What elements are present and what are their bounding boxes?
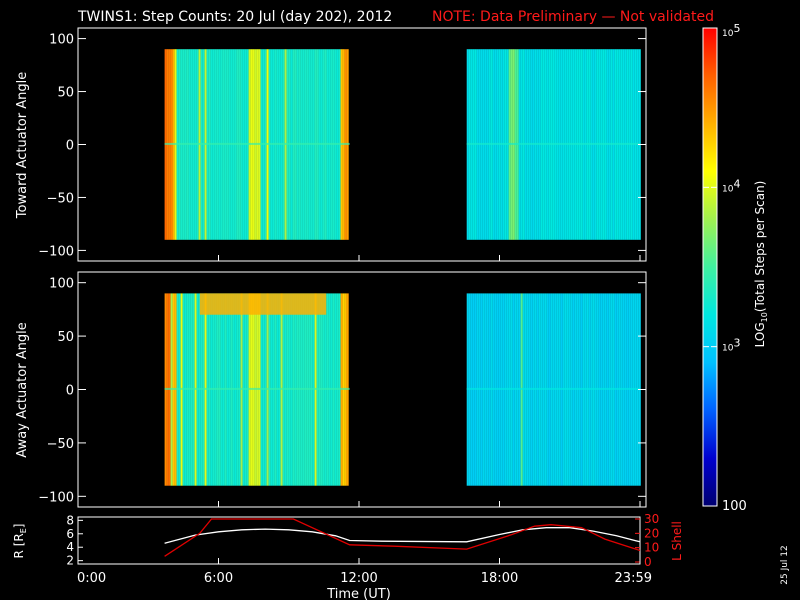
away-ytick-label: −50 — [47, 437, 74, 452]
orbit-radius-line — [164, 527, 641, 544]
panel-toward-heatmap — [164, 49, 641, 240]
orbit-xtick-label: 0:00 — [77, 571, 106, 586]
panel-toward-y-ticks: 100 50 0 −50 −100 — [38, 33, 646, 261]
colorbar-tick-exp: 5 — [733, 22, 740, 35]
away-ytick-label: 50 — [57, 330, 74, 345]
panel-away-heatmap — [164, 293, 641, 486]
colorbar-tick-base: 10 — [722, 344, 734, 354]
orbit-lshell-line — [164, 518, 641, 557]
colorbar-label-sub: 10 — [760, 312, 769, 322]
toward-zero-seam — [164, 142, 350, 145]
orbit-left-ytick-label: 8 — [66, 513, 74, 527]
orbit-right-ytick-label: 30 — [644, 512, 659, 526]
toward-ytick-label: 50 — [57, 86, 74, 101]
orbit-left-ytick-label: 6 — [66, 527, 74, 541]
orbit-left-ylabel-sub: E — [19, 528, 28, 533]
orbit-xtick-label: 18:00 — [481, 571, 518, 586]
colorbar-tick-base: 10 — [722, 29, 734, 39]
orbit-right-ytick-label: 20 — [644, 526, 659, 540]
colorbar-tick-label: 105 — [722, 22, 740, 39]
orbit-left-ylabel: R [RE] — [12, 524, 28, 559]
panel-away-y-ticks: 100 50 0 −50 −100 — [38, 277, 646, 507]
x-axis-label: Time (UT) — [326, 587, 391, 600]
orbit-xtick-label: 23:59 — [615, 571, 652, 586]
colorbar-tick-label: 103 — [722, 337, 740, 354]
orbit-left-ytick-label: 2 — [66, 554, 74, 568]
away-ytick-label: 100 — [49, 277, 74, 292]
away-hot-band — [199, 293, 327, 315]
orbit-left-ylabel-close: ] — [12, 524, 26, 529]
data-note: NOTE: Data Preliminary — Not validated — [432, 9, 714, 25]
orbit-right-ytick-label: 0 — [644, 555, 652, 569]
toward-ytick-label: 0 — [66, 139, 74, 154]
toward-ytick-label: −50 — [47, 191, 74, 206]
colorbar-gradient — [702, 27, 718, 507]
panel-toward-ylabel: Toward Actuator Angle — [15, 72, 30, 219]
panel-away-ylabel: Away Actuator Angle — [15, 322, 30, 457]
toward-zero-seam — [466, 142, 640, 145]
orbit-left-ylabel-main: R [R — [12, 533, 26, 558]
colorbar-tick-exp: 3 — [733, 337, 740, 350]
colorbar-tick-label: 100 — [722, 499, 747, 514]
side-date: 25 Jul 12 — [780, 545, 790, 585]
colorbar-tick-exp: 4 — [733, 177, 740, 190]
toward-ytick-label: 100 — [49, 33, 74, 48]
panel-away: 100 50 0 −50 −100 Away Actuator Angle — [15, 271, 647, 508]
panel-orbit-lines — [164, 518, 641, 557]
away-zero-seam — [466, 387, 640, 390]
colorbar-tick-label: 104 — [722, 177, 740, 194]
chart-title: TWINS1: Step Counts: 20 Jul (day 202), 2… — [77, 9, 392, 25]
colorbar-label-rest: (Total Steps per Scan) — [753, 181, 767, 313]
away-zero-seam — [164, 387, 350, 390]
colorbar-tick-base: 100 — [722, 499, 747, 514]
orbit-right-ylabel: L Shell — [670, 521, 684, 561]
away-ytick-label: 0 — [66, 384, 74, 399]
panel-toward: 100 50 0 −50 −100 Toward Actuator Angle — [15, 27, 647, 262]
colorbar-tick-base: 10 — [722, 184, 734, 194]
orbit-right-ytick-label: 10 — [644, 541, 659, 555]
orbit-xtick-label: 12:00 — [340, 571, 377, 586]
colorbar-label: LOG10(Total Steps per Scan) — [753, 181, 769, 348]
toward-ytick-label: −100 — [38, 244, 74, 259]
orbit-xtick-label: 6:00 — [204, 571, 233, 586]
colorbar-label-log: LOG — [753, 322, 767, 347]
orbit-left-ytick-label: 4 — [66, 540, 74, 554]
away-ytick-label: −100 — [38, 490, 74, 505]
